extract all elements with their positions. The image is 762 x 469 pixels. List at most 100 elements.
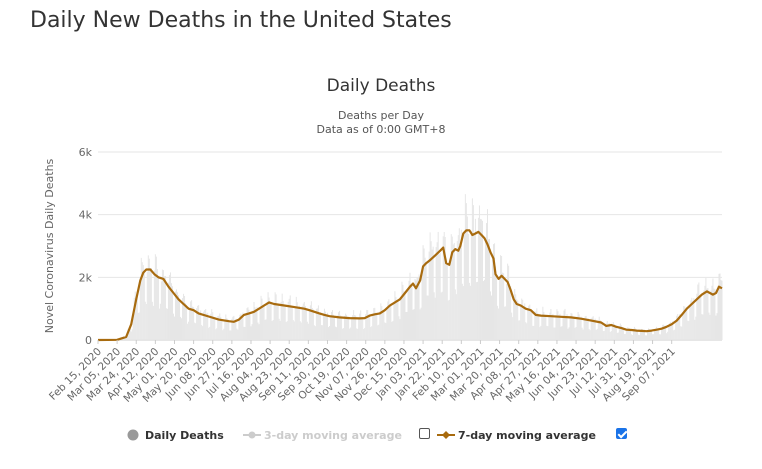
legend-checkbox-3day[interactable]	[419, 428, 430, 439]
legend-checkbox-7day[interactable]	[616, 428, 627, 439]
daily-deaths-bar	[286, 321, 288, 340]
daily-deaths-bar	[293, 321, 295, 340]
daily-deaths-bar	[480, 219, 482, 340]
daily-deaths-bar	[701, 314, 703, 340]
daily-deaths-bar	[664, 325, 666, 340]
daily-deaths-bar	[192, 306, 194, 340]
daily-deaths-bar	[633, 326, 635, 340]
daily-deaths-bar	[500, 255, 502, 340]
daily-deaths-bar	[614, 326, 616, 340]
daily-deaths-bar	[257, 322, 259, 340]
daily-deaths-bar	[675, 320, 677, 340]
daily-deaths-bar	[575, 327, 577, 340]
daily-deaths-bar	[305, 310, 307, 340]
daily-deaths-bar	[627, 327, 629, 340]
daily-deaths-bar	[674, 329, 676, 340]
legend-item-3day-average[interactable]: 3-day moving average	[243, 428, 402, 442]
daily-deaths-bar	[621, 326, 623, 340]
daily-deaths-bar	[581, 327, 583, 340]
daily-deaths-bar	[194, 322, 196, 340]
daily-deaths-bar	[473, 233, 475, 340]
daily-deaths-bar	[542, 306, 544, 340]
daily-deaths-bar	[376, 314, 378, 340]
daily-deaths-bar	[660, 334, 662, 340]
daily-deaths-bar	[339, 310, 341, 340]
daily-deaths-bar	[547, 326, 549, 340]
legend-item-daily-deaths[interactable]: Daily Deaths	[127, 428, 224, 442]
checkbox-3day-icon[interactable]	[419, 428, 430, 439]
daily-deaths-bar	[457, 235, 459, 340]
daily-deaths-bar	[291, 307, 293, 340]
daily-deaths-bar	[405, 312, 407, 340]
daily-deaths-bar	[498, 308, 500, 340]
daily-deaths-bar	[669, 322, 671, 340]
daily-deaths-bar	[577, 311, 579, 340]
daily-deaths-bar	[294, 306, 296, 340]
daily-deaths-bar	[249, 314, 251, 340]
daily-deaths-bar	[233, 315, 235, 340]
ma7-line	[97, 229, 723, 342]
daily-deaths-bar	[195, 323, 197, 340]
daily-deaths-bar	[131, 329, 133, 340]
daily-deaths-bar	[667, 331, 669, 340]
daily-deaths-bar	[567, 328, 569, 340]
daily-deaths-bar	[432, 246, 434, 340]
daily-deaths-bar	[368, 314, 370, 340]
daily-deaths-bar	[711, 285, 713, 340]
daily-deaths-bar	[453, 242, 455, 340]
legend-item-7day-average[interactable]: 7-day moving average	[437, 428, 596, 442]
daily-deaths-bar	[146, 271, 148, 340]
daily-deaths-bar	[583, 318, 585, 340]
daily-deaths-bar	[356, 328, 358, 340]
daily-deaths-bar	[136, 294, 138, 340]
daily-deaths-bar	[712, 278, 714, 340]
daily-deaths-bar	[446, 264, 448, 340]
daily-deaths-bar	[707, 288, 709, 340]
checkbox-7day-checked-icon[interactable]	[616, 428, 627, 439]
daily-deaths-bar	[653, 334, 655, 340]
daily-deaths-bar	[540, 325, 542, 340]
daily-deaths-bar	[493, 244, 495, 340]
daily-deaths-bar	[534, 311, 536, 340]
daily-deaths-bar	[300, 322, 302, 340]
daily-deaths-bar	[333, 314, 335, 340]
daily-deaths-bar	[536, 308, 538, 340]
daily-deaths-bar	[529, 304, 531, 340]
daily-deaths-bar	[416, 277, 418, 340]
daily-deaths-bar	[606, 321, 608, 340]
daily-deaths-bar	[186, 304, 188, 340]
daily-deaths-bar	[596, 328, 598, 340]
daily-deaths-bar	[684, 306, 686, 340]
daily-deaths-bar	[566, 314, 568, 340]
daily-deaths-bar	[488, 239, 490, 340]
daily-deaths-bar	[144, 301, 146, 340]
daily-deaths-bar	[642, 329, 644, 340]
legend-7day-marker-icon	[437, 431, 455, 439]
daily-deaths-bar	[634, 328, 636, 340]
daily-deaths-bar	[594, 318, 596, 340]
daily-deaths-bar	[380, 303, 382, 340]
daily-deaths-bar	[479, 218, 481, 340]
daily-deaths-bar	[657, 328, 659, 340]
daily-deaths-bar	[255, 309, 257, 340]
daily-deaths-bar	[214, 317, 216, 340]
daily-deaths-bar	[159, 303, 161, 340]
daily-deaths-bar	[385, 323, 387, 340]
daily-deaths-bar	[424, 257, 426, 340]
daily-deaths-bar	[400, 297, 402, 340]
daily-deaths-bar	[203, 311, 205, 340]
daily-deaths-bar	[346, 314, 348, 340]
y-tick-label: 4k	[79, 209, 93, 222]
daily-deaths-bar	[138, 312, 140, 340]
daily-deaths-bar	[367, 310, 369, 340]
daily-deaths-bar	[336, 327, 338, 340]
daily-deaths-bar	[688, 321, 690, 340]
daily-deaths-bar	[508, 265, 510, 340]
daily-deaths-bar	[158, 308, 160, 340]
daily-deaths-bar	[334, 316, 336, 340]
daily-deaths-bar	[185, 303, 187, 340]
daily-deaths-bar	[165, 308, 167, 340]
daily-deaths-bar	[484, 241, 486, 340]
daily-deaths-bar	[482, 281, 484, 340]
